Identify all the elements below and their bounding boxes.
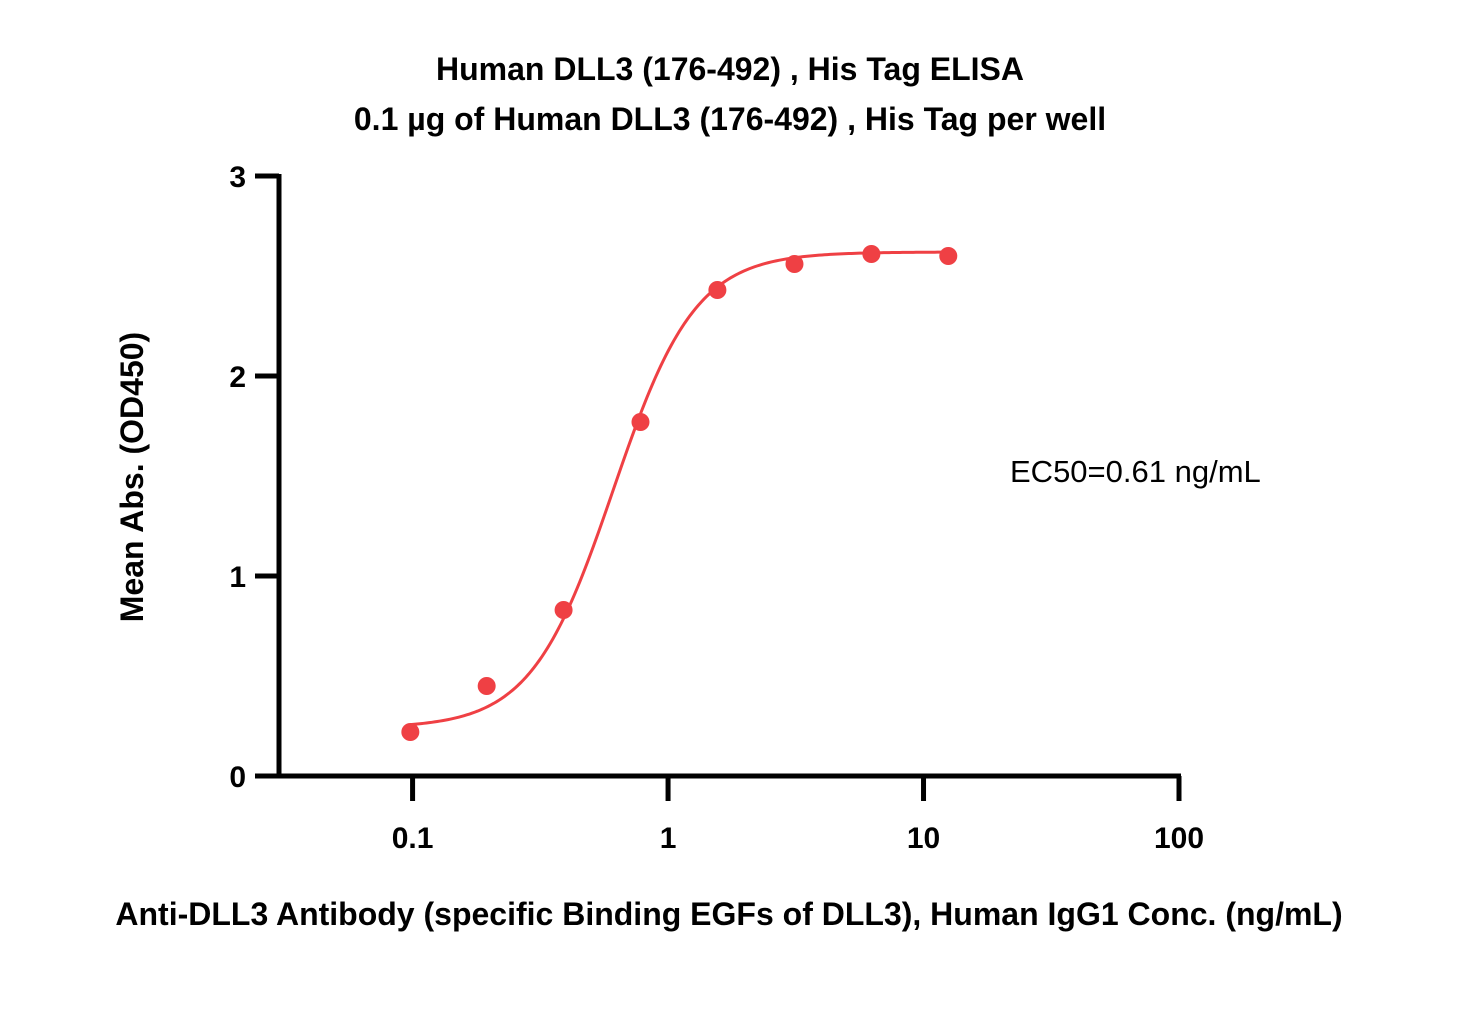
x-tick-label: 10	[907, 822, 940, 855]
x-tick-label: 0.1	[392, 822, 434, 855]
data-point	[631, 413, 650, 431]
data-point	[862, 245, 881, 263]
axes	[255, 174, 1181, 779]
data-point	[554, 601, 573, 619]
chart-subtitle: 0.1 µg of Human DLL3 (176-492) , His Tag…	[354, 101, 1106, 137]
y-tick-label: 0	[229, 761, 246, 794]
data-points	[401, 245, 958, 741]
data-point	[401, 723, 420, 741]
x-axis-label: Anti-DLL3 Antibody (specific Binding EGF…	[115, 896, 1342, 932]
axis-ticks: 0 1 2 3 0.1 1 10 100	[229, 161, 1204, 855]
fit-curve	[410, 250, 949, 727]
data-point	[477, 677, 496, 695]
data-point	[939, 247, 958, 265]
ec50-annotation: EC50=0.61 ng/mL	[1010, 454, 1261, 489]
y-tick-label: 3	[229, 161, 246, 194]
y-tick-label: 1	[229, 561, 246, 594]
y-tick-label: 2	[229, 361, 246, 394]
data-point	[708, 281, 727, 299]
x-tick-label: 100	[1154, 822, 1204, 855]
chart-title: Human DLL3 (176-492) , His Tag ELISA	[436, 51, 1024, 87]
y-axis-label: Mean Abs. (OD450)	[114, 332, 150, 622]
data-point	[785, 255, 804, 273]
x-tick-label: 1	[660, 822, 677, 855]
